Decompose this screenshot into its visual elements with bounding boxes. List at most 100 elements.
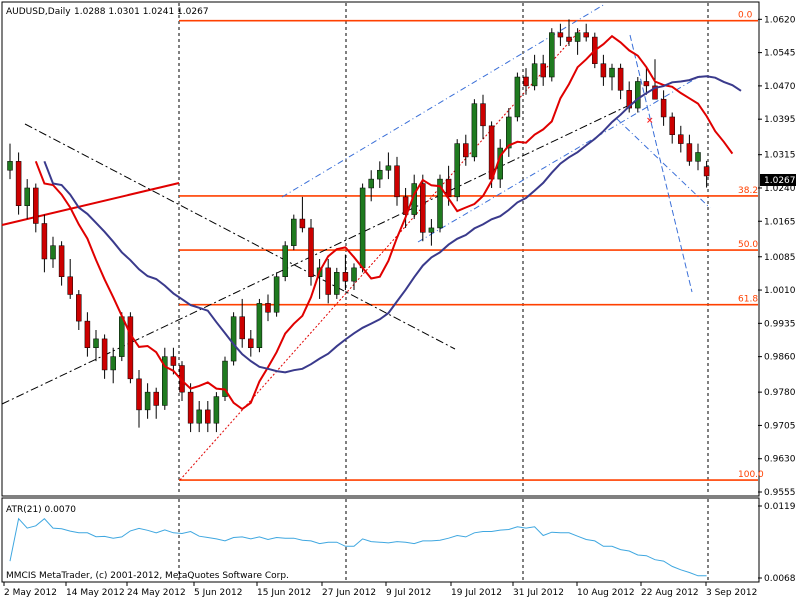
- time-tick-label: 27 Jun 2012: [322, 588, 376, 598]
- candle-body: [119, 316, 125, 357]
- dash-trend-line: [24, 123, 456, 350]
- candle-body: [256, 303, 263, 349]
- trend-lines: [1, 3, 711, 481]
- candle-body: [445, 178, 452, 198]
- candle-body: [514, 76, 521, 118]
- fib-level-label: 50.0: [738, 240, 758, 250]
- candle-body: [84, 320, 91, 349]
- atr-tick-label: 0.0068: [764, 574, 796, 584]
- candle-body: [24, 187, 30, 206]
- candle-body: [76, 294, 82, 322]
- price-tick-label: 1.0545: [764, 49, 796, 59]
- candle-body: [282, 245, 288, 277]
- candle-body: [187, 391, 194, 424]
- price-axis: 1.0620 1.0545 1.0470 1.0395 1.0315 1.0240 1.01…: [758, 15, 796, 498]
- price-tick-label: 1.0240: [764, 184, 796, 194]
- candle-body: [265, 303, 271, 313]
- price-tick-label: 0.9780: [764, 388, 796, 398]
- candle-body: [686, 143, 693, 162]
- candle-body: [703, 166, 710, 177]
- candlesticks: [7, 19, 710, 433]
- time-tick-label: 9 Jul 2012: [386, 588, 431, 598]
- marker-x: ×: [646, 116, 654, 126]
- candle-body: [574, 32, 581, 42]
- candle-body: [557, 32, 564, 38]
- candle-body: [299, 218, 306, 229]
- fast-moving-average: [34, 34, 734, 411]
- candle-body: [50, 245, 56, 260]
- price-tick-label: 0.9630: [764, 455, 796, 465]
- candle-body: [205, 409, 211, 424]
- candle-body: [531, 63, 538, 87]
- time-tick-label: 2 May 2012: [4, 588, 57, 598]
- dash-trend-line: [1, 99, 641, 405]
- atr-line: 0.0119 0.0068: [9, 502, 796, 584]
- fib-level-label: 100.0: [738, 470, 764, 480]
- ohlc-readout: 1.0288 1.0301 1.0241 1.0267: [74, 7, 209, 17]
- channel-line: [629, 34, 693, 293]
- candle-body: [394, 165, 400, 198]
- price-tick-label: 1.0315: [764, 151, 796, 161]
- candle-body: [437, 178, 443, 229]
- fib-level-label: 61.8: [738, 295, 758, 305]
- copyright-text: MMCIS MetaTrader, (c) 2001-2012, MetaQuo…: [6, 571, 289, 581]
- candle-body: [463, 143, 469, 158]
- last-price-badge: [760, 174, 796, 186]
- time-tick-label: 19 Jul 2012: [451, 588, 502, 598]
- candle-body: [41, 223, 48, 260]
- candle-body: [308, 227, 314, 277]
- time-tick-label: 14 May 2012: [66, 588, 125, 598]
- candle-body: [58, 245, 65, 277]
- candle-body: [144, 391, 151, 411]
- candle-body: [609, 67, 615, 78]
- time-tick-label: 31 Jul 2012: [513, 588, 564, 598]
- candle-body: [196, 409, 202, 424]
- last-price-label: 1.0267: [764, 176, 796, 186]
- price-tick-label: 1.0165: [764, 217, 796, 227]
- atr-tick-label: 0.0119: [764, 502, 796, 512]
- time-tick-label: 5 Jun 2012: [194, 588, 242, 598]
- moving-averages: [34, 34, 742, 411]
- price-tick-label: 0.9555: [764, 488, 796, 498]
- candle-body: [420, 183, 426, 233]
- candle-body: [566, 36, 572, 42]
- candle-body: [230, 316, 237, 362]
- price-tick-label: 1.0620: [764, 15, 796, 25]
- candle-body: [377, 169, 383, 180]
- candle-body: [248, 338, 254, 349]
- candle-body: [334, 272, 340, 295]
- candle-body: [291, 218, 297, 246]
- candle-body: [652, 85, 658, 100]
- candle-body: [669, 116, 675, 135]
- candle-body: [239, 316, 245, 340]
- slow-moving-average: [43, 75, 742, 374]
- time-tick-label: 10 Aug 2012: [577, 588, 635, 598]
- price-tick-label: 1.0395: [764, 115, 796, 125]
- candle-body: [540, 63, 546, 78]
- atr-series: [9, 517, 707, 577]
- candle-body: [170, 356, 177, 366]
- candle-body: [678, 134, 684, 144]
- candle-body: [617, 67, 624, 91]
- candle-body: [101, 338, 108, 371]
- candle-body: [643, 81, 650, 87]
- candle-body: [351, 267, 357, 282]
- candle-body: [93, 338, 99, 349]
- candle-body: [471, 103, 478, 158]
- candle-body: [635, 81, 641, 109]
- time-axis: 2 May 2012 14 May 2012 24 May 2012 5 Jun 20…: [3, 582, 757, 598]
- price-tick-label: 0.9860: [764, 353, 796, 363]
- candle-body: [523, 76, 529, 87]
- candle-body: [213, 396, 220, 424]
- candle-body: [600, 63, 607, 78]
- fibonacci-levels: 0.0 38.2 50.0 61.8 100.0: [179, 11, 764, 481]
- red-trend-line: [1, 182, 180, 226]
- candle-body: [359, 187, 366, 269]
- candle-body: [695, 152, 701, 162]
- fib-level-label: 0.0: [738, 11, 753, 21]
- price-tick-label: 0.9935: [764, 319, 796, 329]
- channel-line: [615, 117, 711, 209]
- time-tick-label: 15 Jun 2012: [257, 588, 311, 598]
- candle-body: [488, 125, 495, 180]
